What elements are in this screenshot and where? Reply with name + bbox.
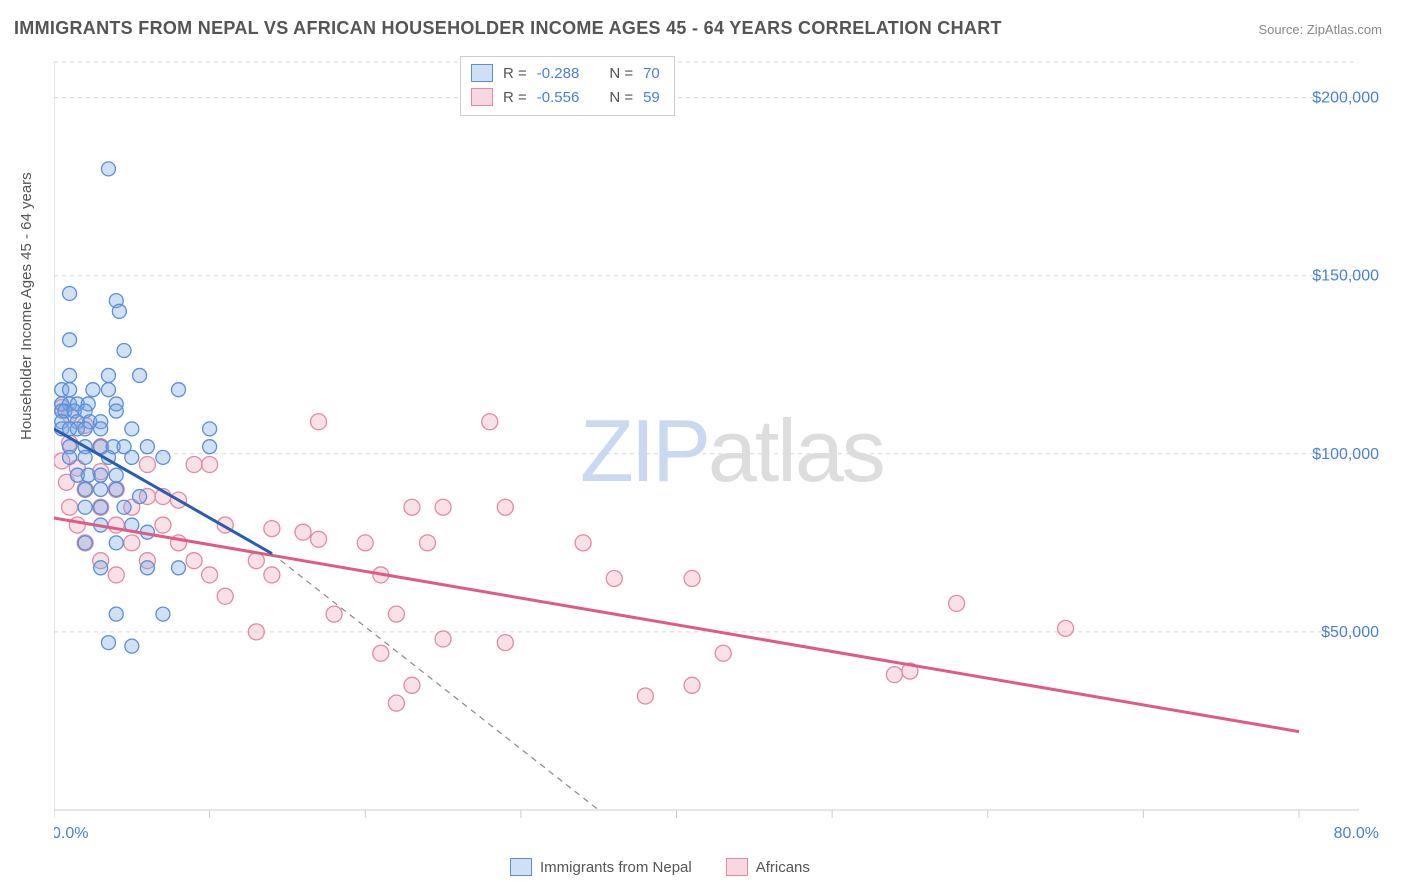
- legend-item-nepal: Immigrants from Nepal: [510, 858, 692, 876]
- n-value: 70: [643, 65, 660, 82]
- stats-row-1: R = -0.288 N = 70: [471, 61, 660, 85]
- y-axis-label: Householder Income Ages 45 - 64 years: [18, 172, 35, 440]
- chart-title: IMMIGRANTS FROM NEPAL VS AFRICAN HOUSEHO…: [14, 18, 1002, 39]
- legend-swatch-pink: [726, 858, 748, 876]
- legend-label: Africans: [756, 859, 810, 876]
- n-label: N =: [609, 89, 633, 106]
- stats-swatch-pink: [471, 88, 493, 106]
- source-value: ZipAtlas.com: [1307, 22, 1382, 37]
- stats-row-2: R = -0.556 N = 59: [471, 85, 660, 109]
- source-prefix: Source:: [1258, 22, 1306, 37]
- legend-item-africans: Africans: [726, 858, 810, 876]
- svg-text:$150,000: $150,000: [1312, 268, 1379, 285]
- legend-label: Immigrants from Nepal: [540, 859, 692, 876]
- correlation-stats-box: R = -0.288 N = 70 R = -0.556 N = 59: [460, 56, 675, 116]
- svg-text:$100,000: $100,000: [1312, 446, 1379, 463]
- r-value: -0.288: [537, 65, 580, 82]
- svg-text:80.0%: 80.0%: [1334, 825, 1379, 840]
- chart-plot-area: $50,000 $100,000 $150,000 $200,000 0.0% 80.0%: [54, 50, 1384, 840]
- source-label: Source: ZipAtlas.com: [1258, 22, 1382, 37]
- svg-text:0.0%: 0.0%: [54, 825, 88, 840]
- legend-swatch-blue: [510, 858, 532, 876]
- r-label: R =: [503, 89, 527, 106]
- chart-svg: $50,000 $100,000 $150,000 $200,000 0.0% 80.0%: [54, 50, 1384, 840]
- legend: Immigrants from Nepal Africans: [510, 858, 810, 876]
- r-label: R =: [503, 65, 527, 82]
- r-value: -0.556: [537, 89, 580, 106]
- n-value: 59: [643, 89, 660, 106]
- svg-text:$50,000: $50,000: [1321, 624, 1379, 641]
- svg-text:$200,000: $200,000: [1312, 90, 1379, 107]
- stats-swatch-blue: [471, 64, 493, 82]
- n-label: N =: [609, 65, 633, 82]
